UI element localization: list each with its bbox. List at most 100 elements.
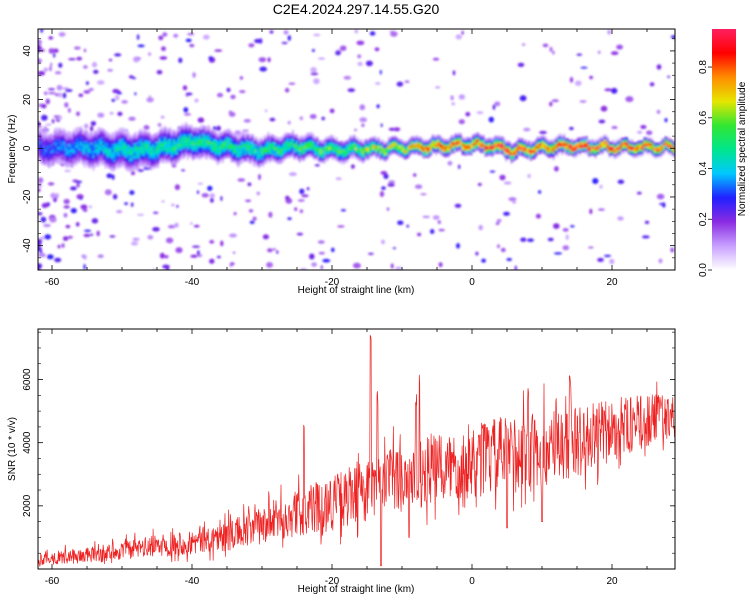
- spectrogram-cell: [188, 125, 191, 129]
- spectrogram-cell: [130, 135, 133, 139]
- spectrogram-cell: [391, 147, 394, 150]
- spectrogram-cell: [204, 128, 207, 131]
- spectrogram-cell: [407, 148, 410, 152]
- spectrogram-cell: [118, 163, 121, 166]
- spectrogram-cell: [381, 143, 384, 147]
- spectrogram-cell: [424, 154, 427, 158]
- spectrogram-cell: [500, 145, 503, 148]
- spectrogram-cell: [157, 141, 160, 145]
- colorbar: 0.00.20.40.60.8 Normalized spectral ampl…: [698, 29, 748, 277]
- spectrogram-cell: [473, 136, 476, 139]
- spectrogram-cell: [87, 158, 90, 161]
- spectrogram-cell: [90, 144, 93, 148]
- spectrogram-cell: [500, 151, 503, 155]
- spectrogram-cell: [627, 144, 630, 148]
- spectrogram-cell: [482, 141, 485, 144]
- spectrogram-cell: [468, 137, 471, 140]
- spectrogram-cell: [573, 146, 576, 150]
- spectrogram-cell: [389, 146, 392, 149]
- spectrogram-cell: [381, 139, 384, 142]
- spectrogram-cell: [377, 152, 380, 155]
- spectrogram-cell: [207, 144, 210, 148]
- noise-cell: [549, 101, 553, 107]
- noise-cell: [216, 92, 224, 98]
- spectrogram-cell: [160, 129, 163, 132]
- spectrogram-cell: [157, 152, 160, 155]
- spectrogram-cell: [111, 154, 114, 157]
- spectrogram-cell: [181, 128, 184, 131]
- spectrogram-cell: [59, 131, 62, 135]
- noise-cell: [74, 46, 81, 50]
- noise-cell: [38, 253, 46, 258]
- spectrogram-cell: [311, 138, 314, 142]
- spectrogram-cell: [256, 140, 259, 144]
- spectrogram-cell: [158, 153, 161, 156]
- spectrogram-cell: [360, 156, 363, 160]
- spectrogram-cell: [207, 151, 210, 154]
- spectrogram-cell: [577, 150, 580, 154]
- spectrogram-cell: [571, 151, 574, 155]
- spectrogram-cell: [211, 145, 214, 149]
- spectrogram-cell: [111, 158, 114, 162]
- spectrogram-cell: [472, 147, 475, 151]
- spectrogram-cell: [239, 157, 242, 161]
- spectrogram-cell: [279, 152, 282, 156]
- spectrogram-cell: [561, 139, 564, 143]
- spectrogram-cell: [97, 142, 100, 145]
- noise-cell: [116, 92, 122, 95]
- spectrogram-cell: [368, 140, 371, 143]
- spectrogram-cell: [211, 134, 214, 138]
- spectrogram-cell: [48, 143, 51, 146]
- spectrogram-cell: [538, 136, 541, 140]
- spectrogram-cell: [507, 140, 510, 144]
- spectrogram-cell: [64, 158, 67, 162]
- spectrogram-cell: [515, 154, 518, 157]
- spectrogram-cell: [209, 137, 212, 140]
- spectrogram-cell: [657, 145, 660, 148]
- noise-cell: [352, 262, 361, 269]
- spectrogram-cell: [62, 150, 65, 153]
- spectrogram-cell: [249, 146, 252, 149]
- spectrogram-cell: [421, 151, 424, 155]
- spectrogram-cell: [174, 160, 177, 164]
- spectrogram-cell: [136, 146, 139, 149]
- spectrogram-cell: [566, 153, 569, 157]
- spectrogram-cell: [221, 149, 224, 153]
- spectrogram-cell: [323, 150, 326, 154]
- noise-cell: [174, 222, 179, 228]
- snr-x-tick-label: 20: [606, 576, 618, 587]
- spectrogram-cell: [274, 135, 277, 139]
- spectrogram-cell: [188, 149, 191, 153]
- noise-cell: [132, 237, 140, 241]
- spectrogram-cell: [533, 141, 536, 144]
- spectrogram-cell: [95, 152, 98, 156]
- spectrogram-cell: [111, 147, 114, 151]
- spectrogram-cell: [398, 149, 401, 153]
- spectrogram-cell: [169, 134, 172, 137]
- spectrogram-cell: [552, 140, 555, 143]
- spectrogram-cell: [431, 145, 434, 149]
- spectrogram-cell: [484, 151, 487, 155]
- spectrogram-cell: [640, 140, 643, 144]
- spectrogram-cell: [83, 158, 86, 162]
- spectrogram-cell: [258, 147, 261, 151]
- spectrogram-cell: [444, 143, 447, 147]
- spectrogram-cell: [542, 141, 545, 145]
- noise-cell: [562, 245, 570, 251]
- spectrogram-cell: [213, 155, 216, 159]
- spectrogram-cell: [207, 138, 210, 141]
- spectrogram-cell: [626, 150, 629, 154]
- spectrogram-cell: [288, 139, 291, 143]
- spectrogram-cell: [109, 152, 112, 155]
- spectrogram-cell: [414, 138, 417, 142]
- spectrogram-cell: [76, 158, 79, 161]
- spectrogram-cell: [199, 152, 202, 156]
- spectrogram-cell: [171, 134, 174, 137]
- spectrogram-cell: [38, 140, 41, 143]
- spectrogram-cell: [132, 162, 135, 165]
- spectrogram-cell: [43, 141, 46, 144]
- spectrogram-cell: [227, 144, 230, 147]
- spectrogram-cell: [251, 151, 254, 155]
- noise-cell: [512, 201, 517, 204]
- spectrogram-cell: [73, 151, 76, 154]
